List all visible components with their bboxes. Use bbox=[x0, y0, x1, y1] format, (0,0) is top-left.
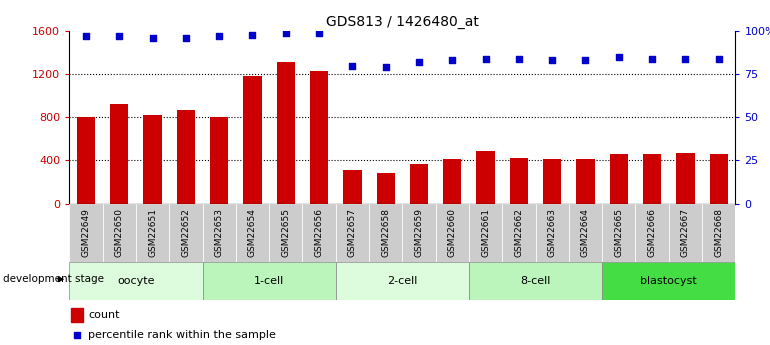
Point bbox=[280, 30, 292, 36]
Text: 8-cell: 8-cell bbox=[521, 276, 551, 286]
Bar bbox=[377, 173, 395, 204]
Text: GSM22663: GSM22663 bbox=[547, 208, 557, 257]
Bar bbox=[343, 170, 362, 204]
Point bbox=[679, 56, 691, 61]
Text: GSM22668: GSM22668 bbox=[715, 208, 723, 257]
Bar bbox=[469, 204, 502, 262]
Text: GSM22667: GSM22667 bbox=[681, 208, 690, 257]
Point bbox=[346, 63, 359, 68]
Bar bbox=[176, 110, 195, 204]
Text: GSM22666: GSM22666 bbox=[648, 208, 657, 257]
Bar bbox=[610, 154, 628, 204]
Text: GSM22651: GSM22651 bbox=[148, 208, 157, 257]
Bar bbox=[543, 159, 561, 204]
Text: GSM22655: GSM22655 bbox=[281, 208, 290, 257]
Bar bbox=[602, 204, 635, 262]
Bar bbox=[410, 164, 428, 204]
Bar bbox=[77, 117, 95, 204]
Bar bbox=[668, 204, 702, 262]
Point bbox=[546, 58, 558, 63]
Point bbox=[146, 35, 159, 41]
Point bbox=[579, 58, 591, 63]
Bar bbox=[243, 76, 262, 204]
Text: GSM22649: GSM22649 bbox=[82, 208, 90, 257]
Bar bbox=[169, 204, 203, 262]
Text: GSM22660: GSM22660 bbox=[448, 208, 457, 257]
Bar bbox=[702, 204, 735, 262]
Point bbox=[613, 54, 625, 60]
Point bbox=[513, 56, 525, 61]
Text: GSM22658: GSM22658 bbox=[381, 208, 390, 257]
Text: blastocyst: blastocyst bbox=[641, 276, 697, 286]
Bar bbox=[602, 262, 735, 300]
Text: GSM22653: GSM22653 bbox=[215, 208, 223, 257]
Bar bbox=[203, 262, 336, 300]
Point bbox=[213, 33, 226, 39]
Text: GSM22654: GSM22654 bbox=[248, 208, 257, 257]
Text: GSM22652: GSM22652 bbox=[182, 208, 190, 257]
Bar bbox=[71, 308, 82, 322]
Text: GSM22662: GSM22662 bbox=[514, 208, 524, 257]
Bar bbox=[477, 151, 495, 204]
Bar bbox=[110, 104, 129, 204]
Text: 2-cell: 2-cell bbox=[387, 276, 417, 286]
Bar bbox=[303, 204, 336, 262]
Point bbox=[313, 30, 325, 36]
Point bbox=[80, 33, 92, 39]
Text: development stage: development stage bbox=[3, 274, 105, 284]
Bar bbox=[69, 204, 102, 262]
Text: oocyte: oocyte bbox=[117, 276, 155, 286]
Point bbox=[246, 32, 259, 37]
Point bbox=[71, 332, 83, 337]
Bar bbox=[203, 204, 236, 262]
Bar bbox=[510, 158, 528, 204]
Bar bbox=[469, 262, 602, 300]
Text: count: count bbox=[88, 310, 119, 320]
Bar bbox=[69, 262, 203, 300]
Bar bbox=[502, 204, 536, 262]
Text: GSM22657: GSM22657 bbox=[348, 208, 357, 257]
Bar bbox=[569, 204, 602, 262]
Bar bbox=[270, 204, 303, 262]
Bar bbox=[136, 204, 169, 262]
Text: GSM22656: GSM22656 bbox=[315, 208, 323, 257]
Title: GDS813 / 1426480_at: GDS813 / 1426480_at bbox=[326, 14, 479, 29]
Bar bbox=[443, 159, 461, 204]
Bar bbox=[709, 154, 728, 204]
Text: GSM22665: GSM22665 bbox=[614, 208, 623, 257]
Bar bbox=[403, 204, 436, 262]
Text: GSM22659: GSM22659 bbox=[414, 208, 424, 257]
Text: 1-cell: 1-cell bbox=[254, 276, 284, 286]
Bar bbox=[536, 204, 569, 262]
Bar bbox=[336, 204, 369, 262]
Point bbox=[712, 56, 725, 61]
Bar bbox=[102, 204, 136, 262]
Point bbox=[179, 35, 192, 41]
Bar bbox=[310, 71, 328, 204]
Point bbox=[380, 65, 392, 70]
Bar bbox=[643, 154, 661, 204]
Text: GSM22664: GSM22664 bbox=[581, 208, 590, 257]
Point bbox=[446, 58, 458, 63]
Bar bbox=[436, 204, 469, 262]
Bar bbox=[210, 117, 229, 204]
Text: GSM22650: GSM22650 bbox=[115, 208, 124, 257]
Point bbox=[413, 59, 425, 65]
Point bbox=[480, 56, 492, 61]
Bar bbox=[576, 159, 594, 204]
Bar bbox=[635, 204, 668, 262]
Text: GSM22661: GSM22661 bbox=[481, 208, 490, 257]
Bar bbox=[369, 204, 403, 262]
Bar bbox=[276, 62, 295, 204]
Bar bbox=[676, 153, 695, 204]
Bar bbox=[143, 115, 162, 204]
Bar bbox=[336, 262, 469, 300]
Point bbox=[646, 56, 658, 61]
Text: percentile rank within the sample: percentile rank within the sample bbox=[88, 330, 276, 340]
Bar bbox=[236, 204, 270, 262]
Point bbox=[113, 33, 126, 39]
